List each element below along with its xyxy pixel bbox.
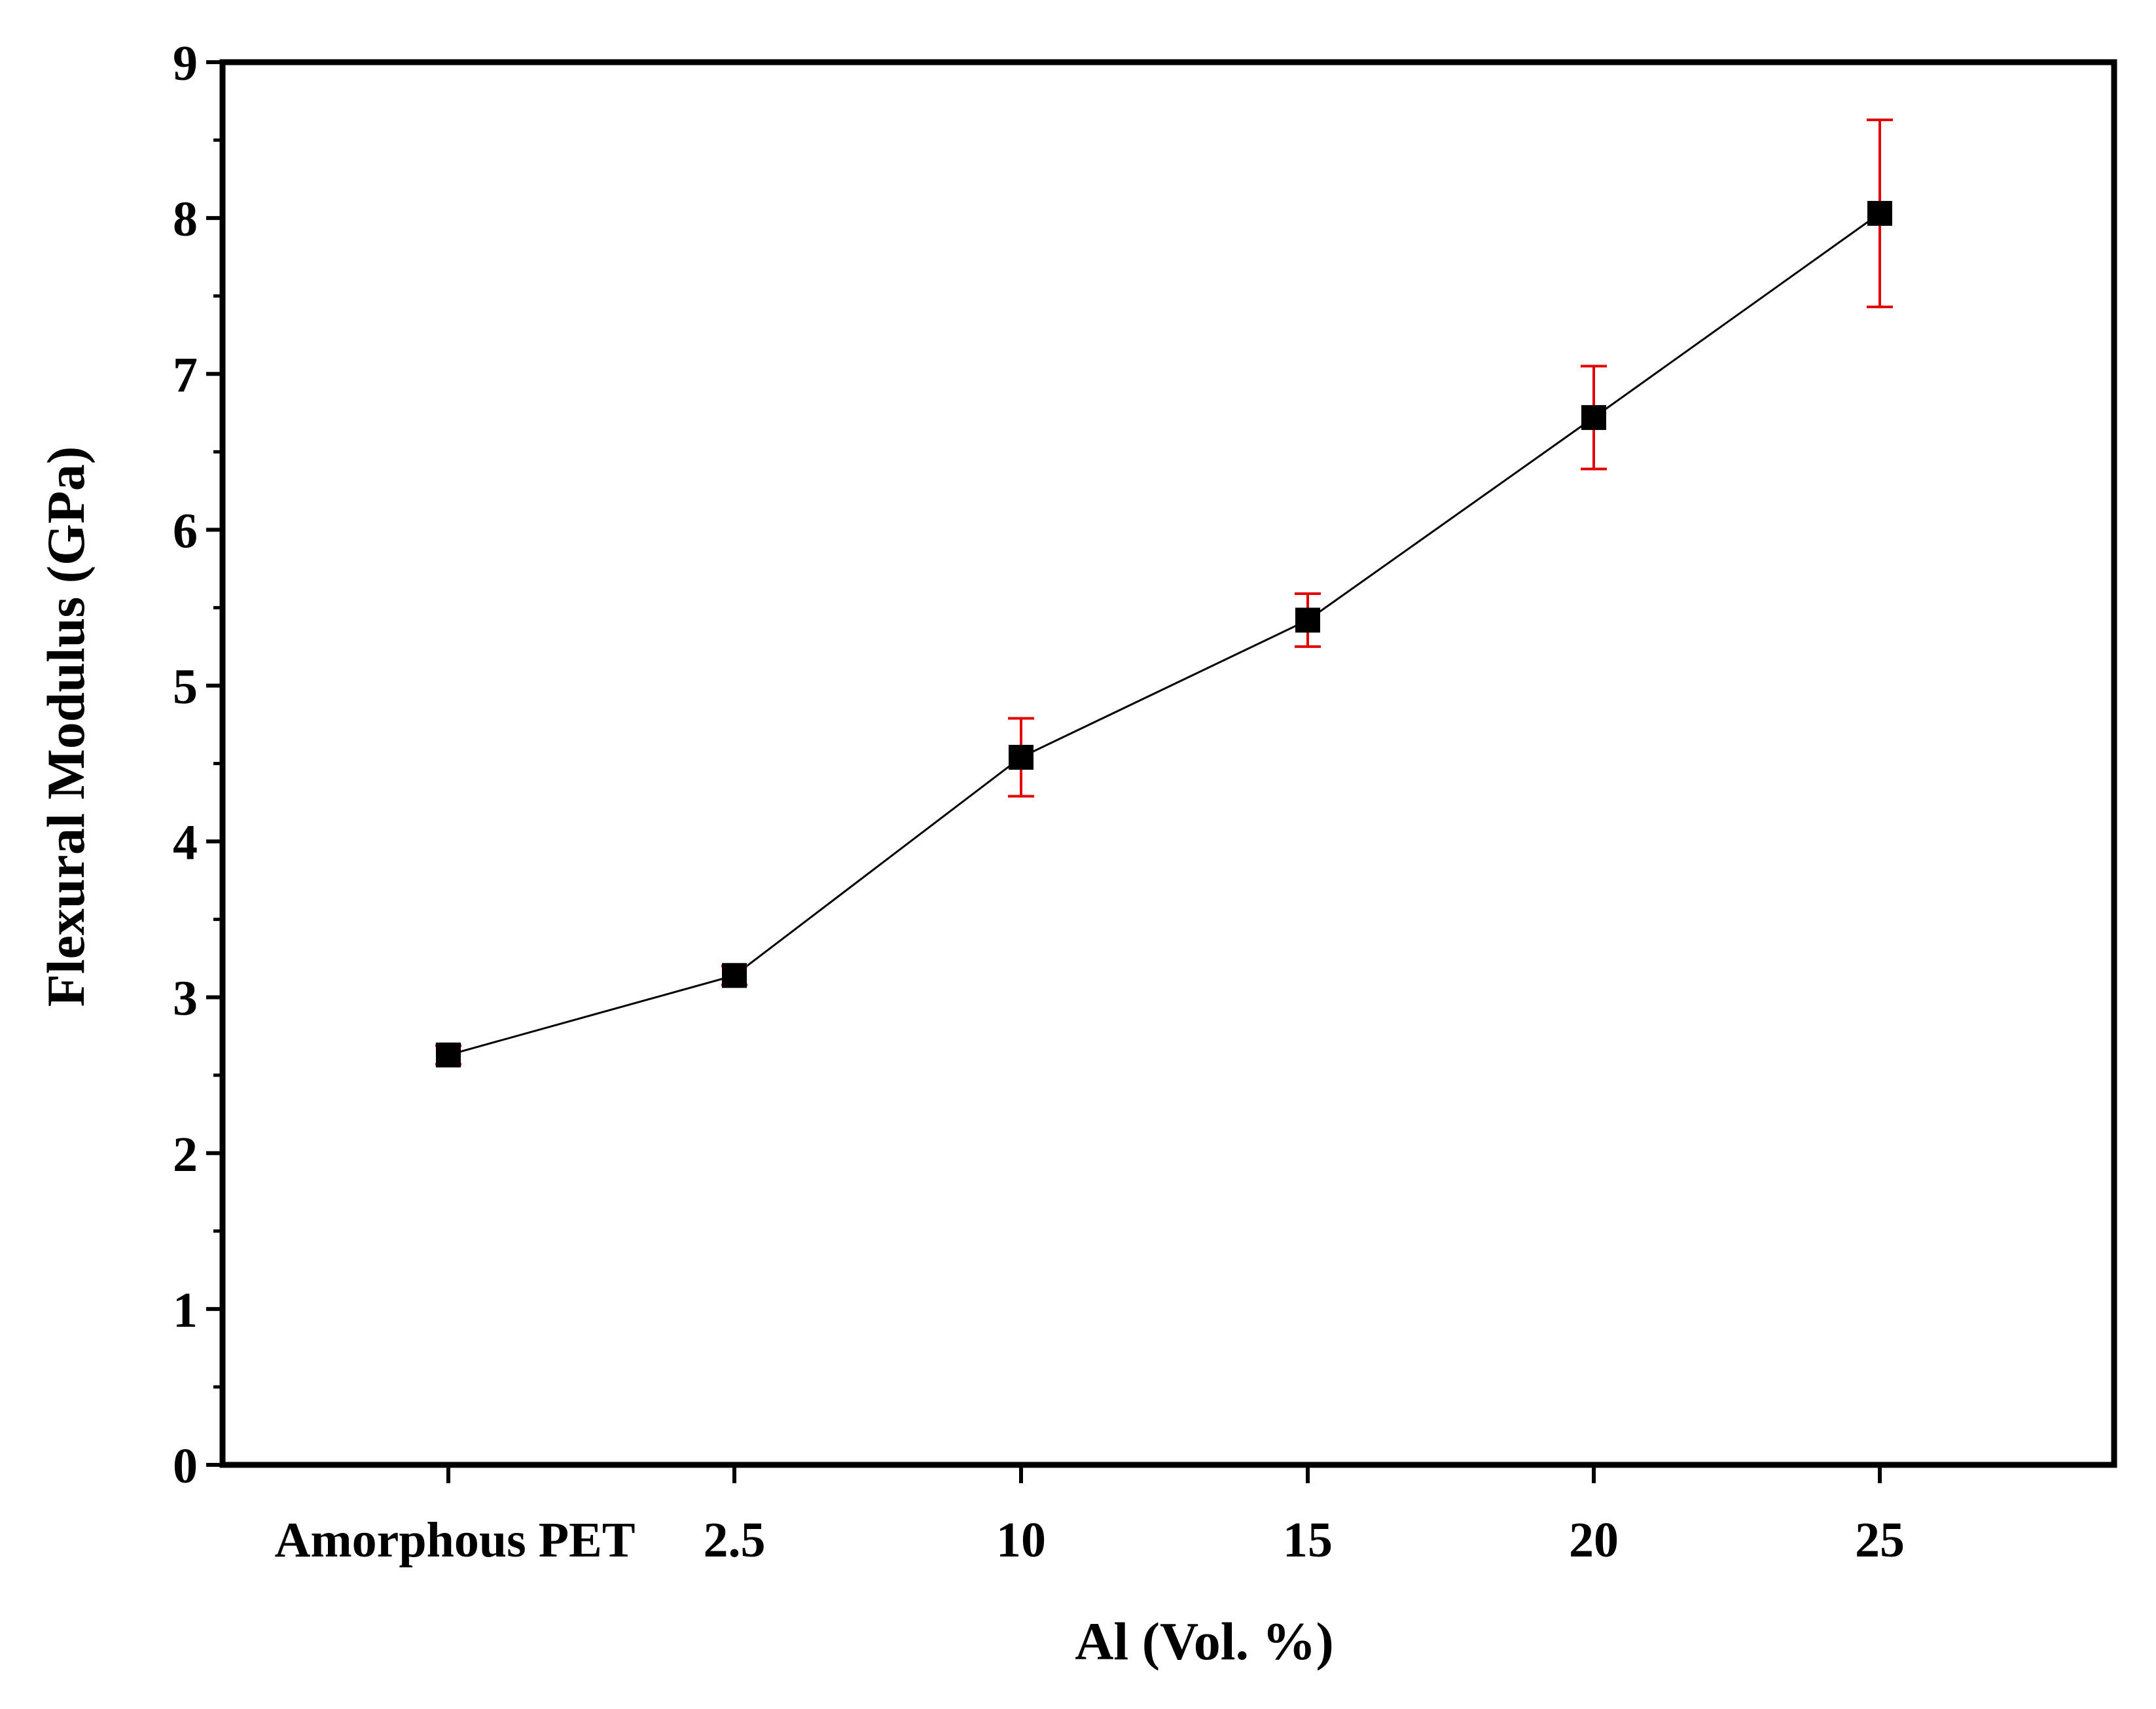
y-tick-label: 2 [173, 1127, 198, 1182]
plot-frame [219, 59, 2117, 1468]
y-tick-label: 7 [173, 348, 198, 403]
x-tick-label: 2.5 [704, 1513, 766, 1568]
x-axis: Amorphous PET 2.5 10 15 20 25 [274, 1465, 1905, 1568]
data-point [1009, 744, 1033, 770]
y-tick-label: 4 [173, 816, 198, 871]
x-tick-label: 15 [1283, 1513, 1333, 1568]
x-tick-label: 20 [1569, 1513, 1619, 1568]
y-tick-label: 8 [173, 192, 198, 247]
series-layer [435, 118, 1893, 1068]
x-axis-label: Al (Vol. %) [1075, 1611, 1334, 1671]
data-point [436, 1042, 461, 1068]
y-tick-label: 3 [173, 971, 198, 1026]
data-point [1867, 200, 1892, 226]
y-axis: 0 1 2 3 4 5 6 7 8 9 [173, 36, 223, 1494]
y-tick-label: 9 [173, 36, 198, 91]
data-point [722, 963, 747, 988]
x-tick-label: 10 [996, 1513, 1046, 1568]
series-line [448, 212, 1880, 1056]
y-tick-label: 1 [173, 1283, 198, 1338]
x-tick-label: Amorphous PET [274, 1513, 635, 1568]
y-tick-label: 0 [173, 1439, 198, 1494]
x-tick-label: 25 [1855, 1513, 1905, 1568]
y-axis-label: Flexural Modulus (GPa) [36, 446, 96, 1007]
data-point [1295, 607, 1320, 633]
y-tick-label: 5 [173, 659, 198, 714]
y-tick-label: 6 [173, 503, 198, 558]
data-point [1581, 405, 1606, 430]
